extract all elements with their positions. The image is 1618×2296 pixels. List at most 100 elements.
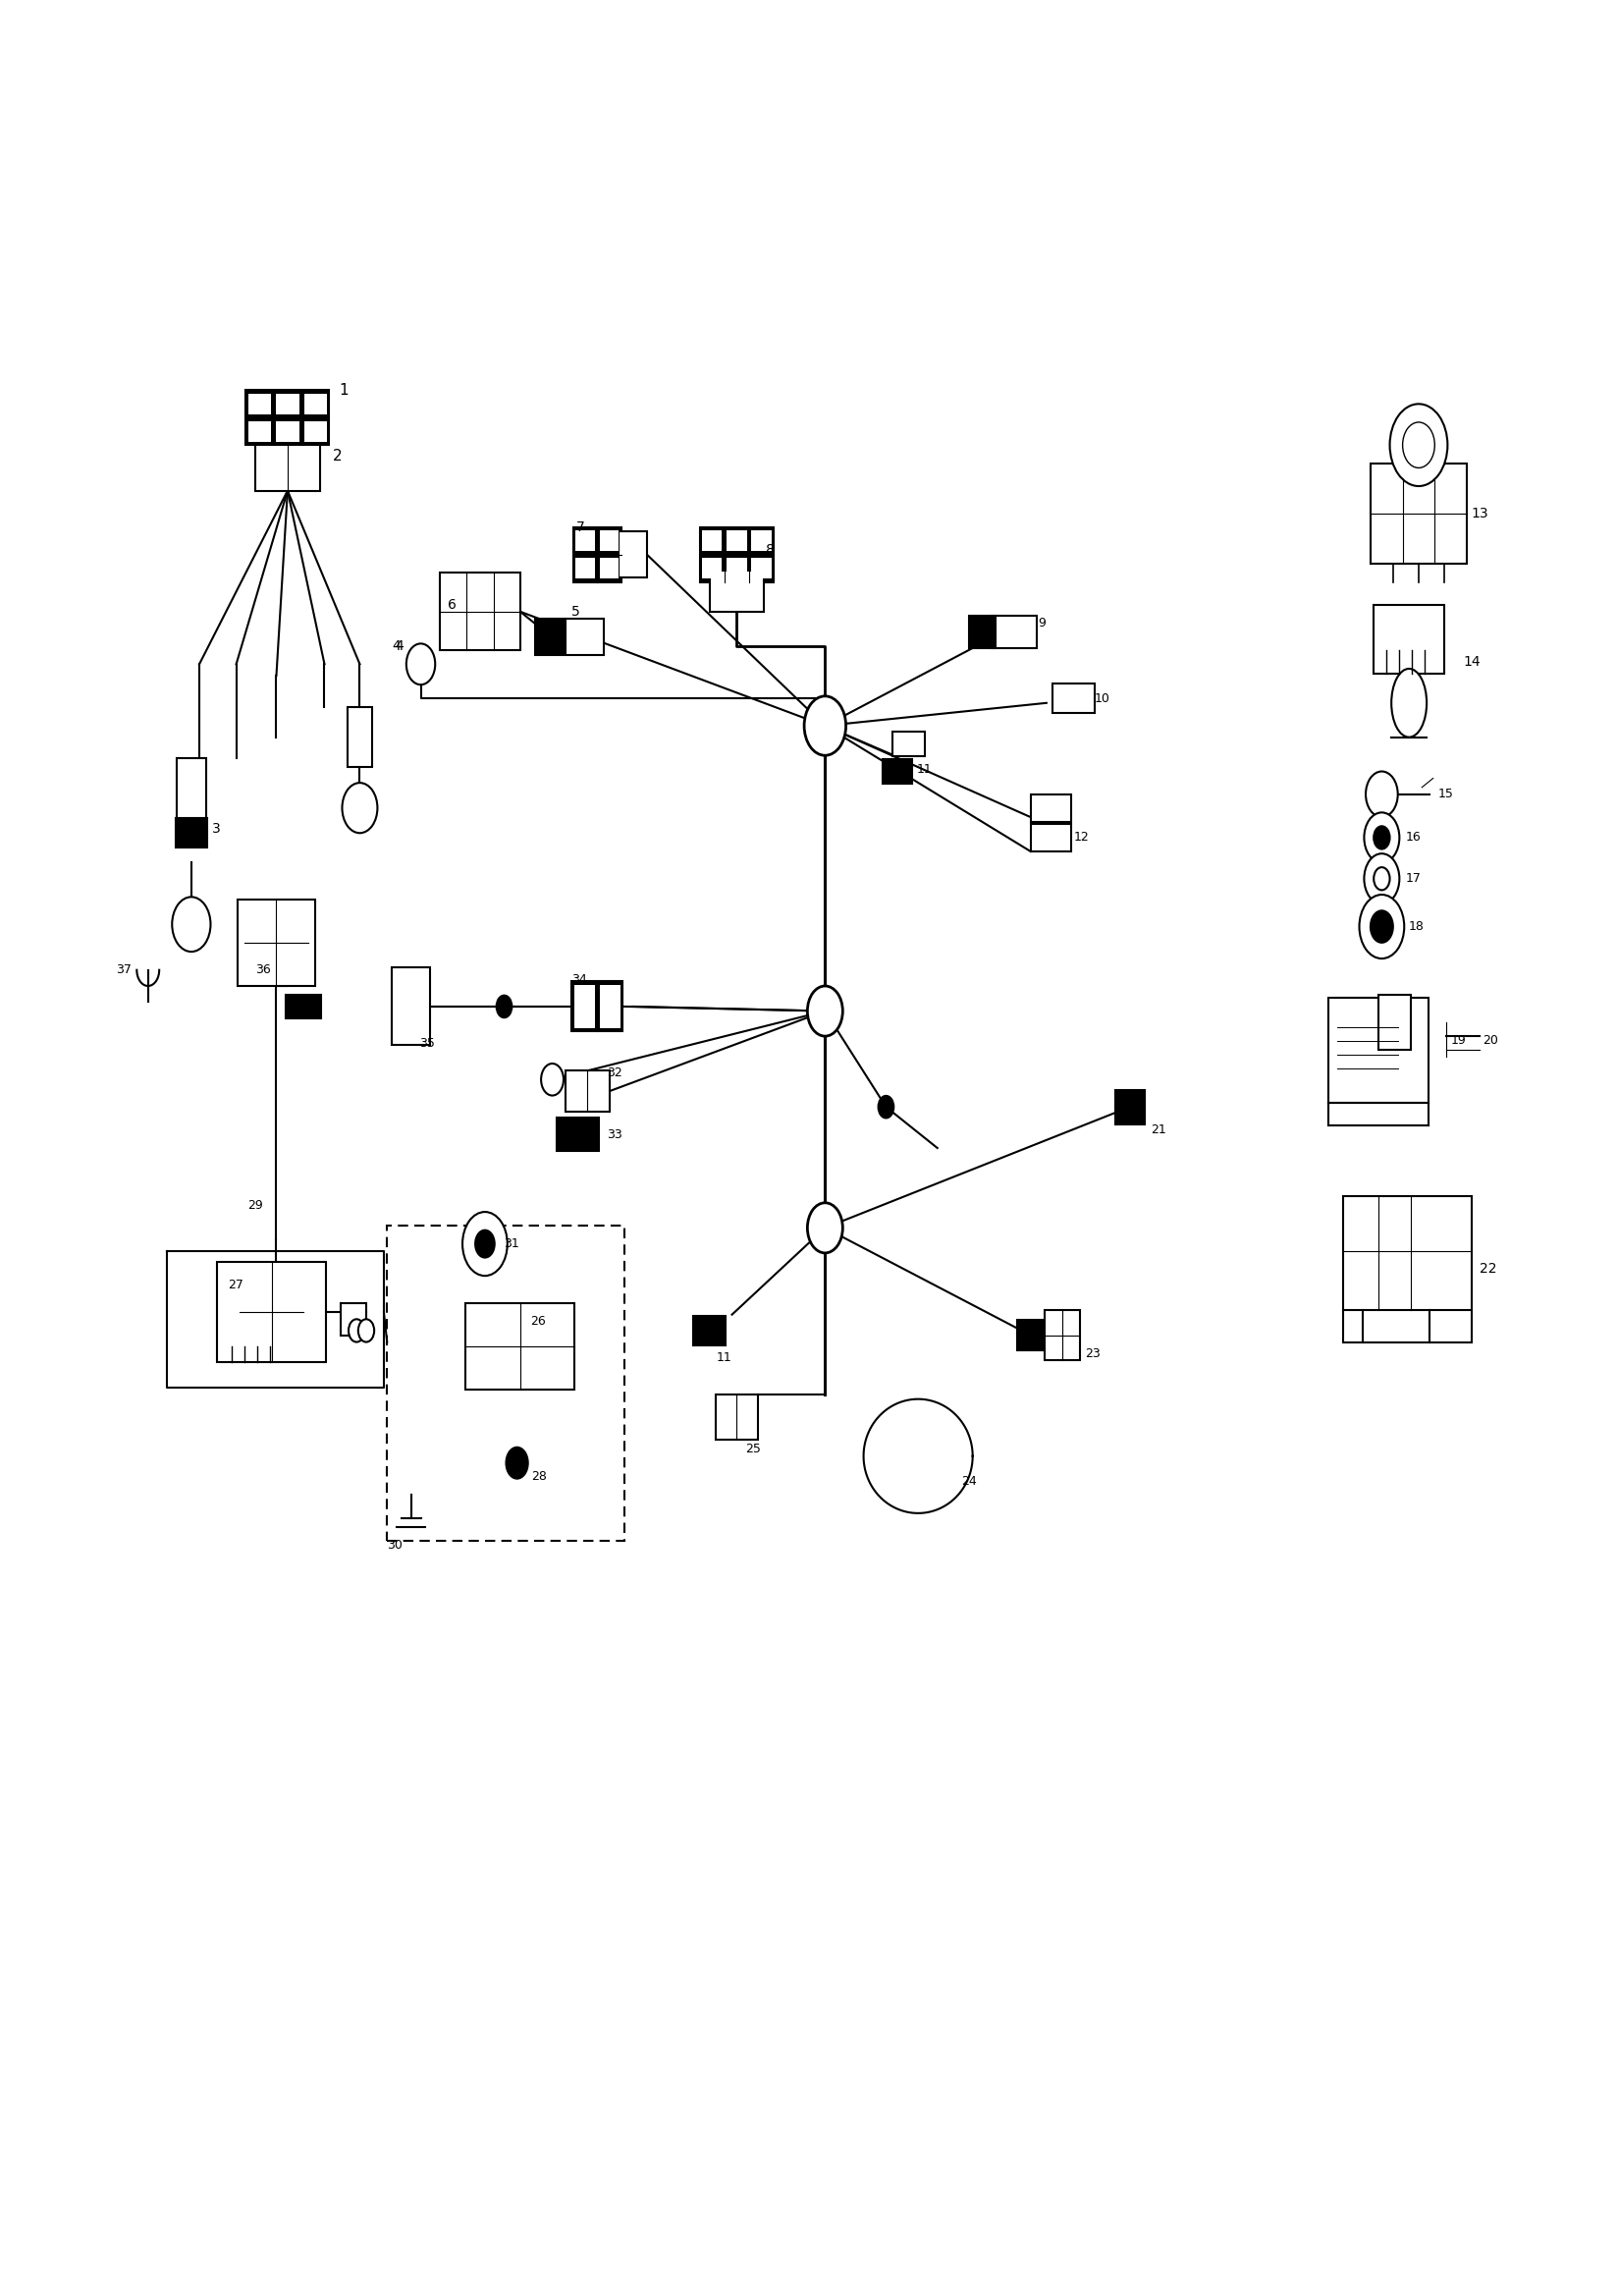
Text: 6: 6 bbox=[448, 597, 456, 611]
Circle shape bbox=[1374, 868, 1390, 891]
Bar bbox=[248, 393, 272, 413]
Text: 26: 26 bbox=[529, 1316, 545, 1327]
Text: 25: 25 bbox=[744, 1442, 760, 1456]
Bar bbox=[246, 390, 330, 445]
Circle shape bbox=[463, 1212, 508, 1277]
Bar bbox=[883, 760, 911, 783]
Text: 1: 1 bbox=[338, 383, 348, 397]
Circle shape bbox=[1366, 771, 1398, 817]
Text: 18: 18 bbox=[1409, 921, 1424, 932]
Bar bbox=[893, 732, 924, 758]
Circle shape bbox=[1364, 813, 1400, 863]
Text: 10: 10 bbox=[1094, 691, 1110, 705]
Text: 34: 34 bbox=[571, 974, 587, 985]
Bar bbox=[751, 530, 772, 551]
Bar bbox=[618, 533, 647, 576]
Bar bbox=[702, 530, 722, 551]
Circle shape bbox=[358, 1320, 374, 1341]
Bar bbox=[304, 393, 327, 413]
Text: 5: 5 bbox=[571, 604, 581, 618]
Bar bbox=[217, 1263, 327, 1362]
Bar bbox=[277, 393, 299, 413]
Bar bbox=[304, 420, 327, 441]
Text: 30: 30 bbox=[387, 1538, 403, 1552]
Text: 37: 37 bbox=[116, 964, 131, 976]
Bar bbox=[751, 558, 772, 579]
Text: 19: 19 bbox=[1451, 1033, 1466, 1047]
Bar bbox=[1374, 604, 1445, 673]
Circle shape bbox=[1359, 895, 1404, 957]
Bar bbox=[702, 558, 722, 579]
Circle shape bbox=[1390, 404, 1448, 487]
Text: 14: 14 bbox=[1464, 654, 1480, 668]
Bar bbox=[565, 618, 604, 654]
Bar bbox=[969, 615, 995, 647]
Text: 4: 4 bbox=[395, 638, 403, 652]
Circle shape bbox=[807, 1203, 843, 1254]
Circle shape bbox=[807, 985, 843, 1035]
Bar bbox=[1328, 996, 1429, 1102]
Bar bbox=[1370, 464, 1468, 565]
Text: 21: 21 bbox=[1150, 1123, 1167, 1137]
Bar bbox=[1031, 794, 1071, 822]
Bar bbox=[1379, 994, 1411, 1049]
Text: 36: 36 bbox=[256, 964, 270, 976]
Text: 2: 2 bbox=[333, 450, 341, 464]
Circle shape bbox=[348, 1320, 364, 1341]
Bar bbox=[600, 558, 618, 579]
Bar bbox=[992, 615, 1037, 647]
Bar bbox=[557, 1118, 599, 1150]
Text: 3: 3 bbox=[212, 822, 220, 836]
Text: 35: 35 bbox=[419, 1035, 435, 1049]
Bar bbox=[701, 528, 773, 581]
Text: 32: 32 bbox=[607, 1065, 623, 1079]
Bar bbox=[715, 1394, 757, 1440]
Bar bbox=[726, 530, 746, 551]
Circle shape bbox=[540, 1063, 563, 1095]
Circle shape bbox=[1370, 912, 1393, 944]
Text: 4: 4 bbox=[392, 638, 401, 652]
Text: 8: 8 bbox=[765, 544, 775, 558]
Bar bbox=[392, 967, 430, 1045]
Bar bbox=[348, 707, 372, 767]
Text: 20: 20 bbox=[1482, 1033, 1498, 1047]
Text: 23: 23 bbox=[1086, 1348, 1100, 1359]
Text: 33: 33 bbox=[607, 1127, 623, 1141]
Text: 17: 17 bbox=[1406, 872, 1421, 884]
Bar bbox=[1018, 1320, 1044, 1350]
Text: 15: 15 bbox=[1438, 788, 1453, 801]
Circle shape bbox=[1364, 854, 1400, 905]
Bar bbox=[286, 994, 322, 1017]
Text: 27: 27 bbox=[228, 1279, 244, 1290]
Bar bbox=[576, 558, 595, 579]
Text: 13: 13 bbox=[1472, 507, 1489, 521]
Bar bbox=[340, 1304, 366, 1336]
Bar bbox=[600, 985, 620, 1029]
Bar bbox=[440, 572, 521, 650]
Text: 7: 7 bbox=[576, 521, 586, 535]
Circle shape bbox=[804, 696, 846, 755]
Circle shape bbox=[341, 783, 377, 833]
Text: 28: 28 bbox=[531, 1469, 547, 1483]
Bar bbox=[726, 558, 746, 579]
Bar bbox=[710, 572, 764, 611]
Text: 16: 16 bbox=[1406, 831, 1421, 845]
Bar bbox=[1031, 824, 1071, 852]
Text: 31: 31 bbox=[505, 1238, 519, 1251]
Bar bbox=[238, 900, 316, 985]
Text: 9: 9 bbox=[1039, 618, 1047, 629]
Text: 11: 11 bbox=[916, 762, 932, 776]
Bar bbox=[1053, 684, 1094, 714]
Circle shape bbox=[1403, 422, 1435, 468]
Bar bbox=[571, 980, 623, 1031]
Text: 29: 29 bbox=[248, 1199, 264, 1212]
Circle shape bbox=[406, 643, 435, 684]
Bar bbox=[694, 1316, 725, 1345]
Bar bbox=[256, 445, 320, 491]
Circle shape bbox=[1374, 827, 1390, 850]
Ellipse shape bbox=[1391, 668, 1427, 737]
Text: 12: 12 bbox=[1074, 831, 1089, 845]
Bar bbox=[1115, 1091, 1144, 1125]
Bar bbox=[573, 528, 621, 581]
Circle shape bbox=[497, 994, 513, 1017]
